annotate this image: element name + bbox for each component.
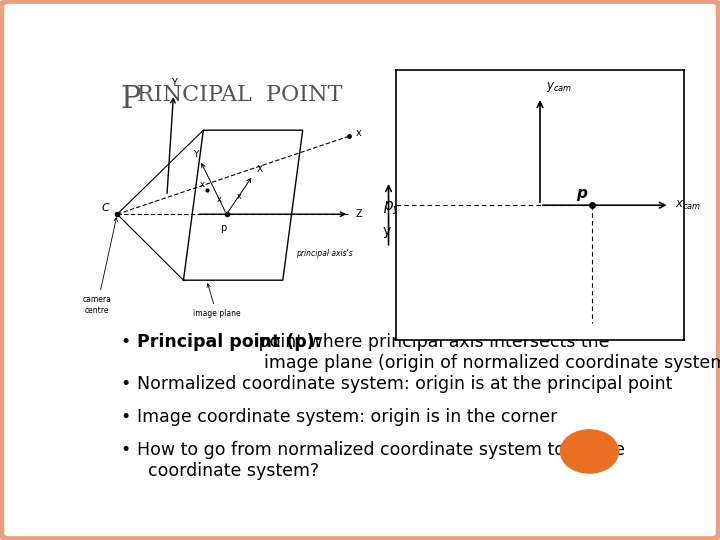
Text: •: • [121, 408, 131, 426]
Text: x: x [217, 195, 222, 204]
Text: x: x [418, 321, 426, 334]
Text: RINCIPAL  POINT: RINCIPAL POINT [138, 84, 343, 105]
Text: image plane: image plane [193, 284, 240, 318]
Text: Z: Z [356, 209, 362, 219]
Text: How to go from normalized coordinate system to image
  coordinate system?: How to go from normalized coordinate sys… [138, 441, 626, 480]
Text: principal axis's: principal axis's [296, 249, 353, 258]
Text: camera
centre: camera centre [83, 218, 117, 315]
Text: $p_y$: $p_y$ [383, 199, 401, 217]
Text: Normalized coordinate system: origin is at the principal point: Normalized coordinate system: origin is … [138, 375, 672, 393]
Text: Y: Y [171, 78, 176, 88]
Text: $y_{cam}$: $y_{cam}$ [546, 80, 572, 94]
Text: x: x [236, 192, 241, 201]
Text: •: • [121, 375, 131, 393]
Text: •: • [121, 441, 131, 459]
Text: p: p [576, 186, 587, 201]
Text: Y: Y [194, 150, 199, 159]
Text: x: x [356, 128, 361, 138]
Circle shape [560, 430, 618, 473]
Text: Principal point (p):: Principal point (p): [138, 333, 322, 351]
Text: X: X [256, 165, 263, 174]
Text: p: p [220, 222, 226, 233]
Text: point where principal axis intersects the
  image plane (origin of normalized co: point where principal axis intersects th… [253, 333, 720, 372]
Text: •: • [121, 333, 131, 351]
Text: y: y [383, 224, 391, 238]
Text: Image coordinate system: origin is in the corner: Image coordinate system: origin is in th… [138, 408, 558, 426]
Text: $x_{cam}$: $x_{cam}$ [675, 199, 702, 212]
Text: P: P [121, 84, 141, 114]
Text: $p_x$: $p_x$ [481, 322, 499, 338]
Text: x: x [200, 180, 205, 189]
Text: C: C [102, 203, 109, 213]
